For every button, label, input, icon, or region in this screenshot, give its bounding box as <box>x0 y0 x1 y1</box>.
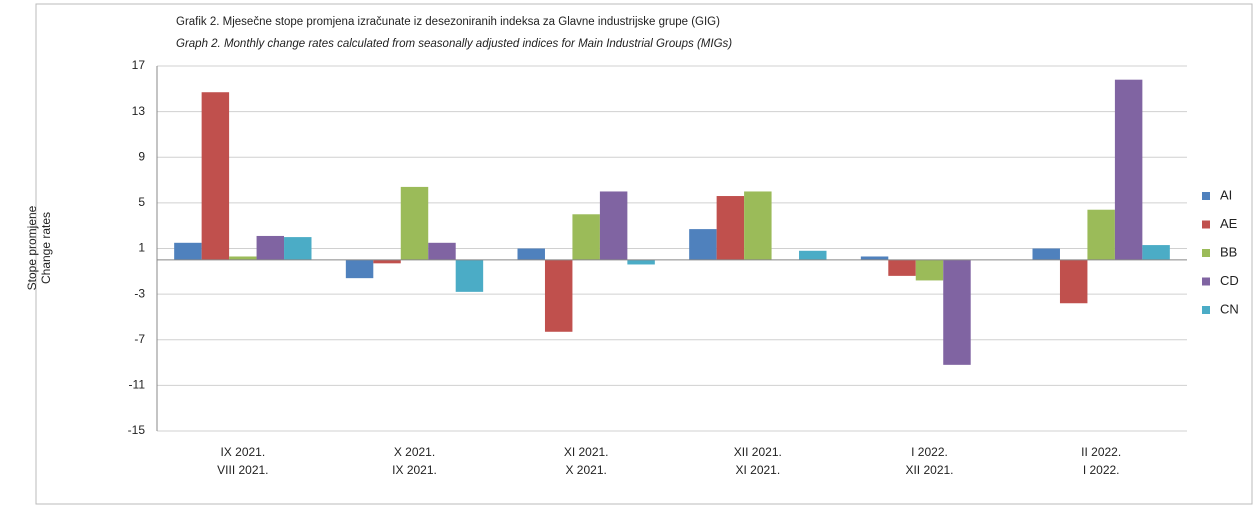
x-tick-label: IX 2021. <box>220 445 265 459</box>
legend-label: CD <box>1220 273 1239 288</box>
legend-swatch <box>1202 249 1210 257</box>
bar <box>455 259 484 292</box>
y-tick-label: 9 <box>138 149 145 163</box>
legend-label: CN <box>1220 301 1239 316</box>
y-label-line: Change rates <box>39 212 53 284</box>
bar <box>1059 259 1088 304</box>
bar <box>915 259 944 281</box>
y-tick-label: -3 <box>134 286 145 300</box>
bar <box>689 229 717 260</box>
chart-subtitle: Graph 2. Monthly change rates calculated… <box>176 38 732 50</box>
y-tick-label: 1 <box>138 241 145 255</box>
bar <box>599 191 628 260</box>
legend-label: BB <box>1220 244 1237 259</box>
bar <box>428 242 456 260</box>
bar <box>1142 245 1170 260</box>
bar <box>1087 209 1115 260</box>
bar <box>201 92 230 260</box>
bar <box>373 259 401 264</box>
y-tick-label: 13 <box>132 104 146 118</box>
legend-label: AI <box>1220 187 1232 202</box>
bar <box>174 242 202 260</box>
x-tick-label: I 2022. <box>1083 463 1120 477</box>
legend-label: AE <box>1220 216 1238 231</box>
legend-swatch <box>1202 306 1210 314</box>
bar <box>744 191 772 260</box>
x-tick-label: XII 2021. <box>905 463 953 477</box>
y-tick-label: 5 <box>138 195 145 209</box>
bar <box>627 259 655 265</box>
frame <box>35 3 1253 505</box>
bar <box>256 235 285 260</box>
x-tick-label: XII 2021. <box>734 445 782 459</box>
x-tick-label: XI 2021. <box>564 445 609 459</box>
x-tick-label: VIII 2021. <box>217 463 268 477</box>
bar <box>1032 248 1060 260</box>
chart-title: Grafik 2. Mjesečne stope promjena izraču… <box>176 16 720 28</box>
x-tick-label: I 2022. <box>911 445 948 459</box>
y-tick-label: -15 <box>128 423 146 437</box>
x-tick-label: X 2021. <box>565 463 606 477</box>
y-tick-label: -11 <box>129 378 146 392</box>
bar <box>860 256 889 260</box>
legend-swatch <box>1202 192 1210 200</box>
x-tick-label: X 2021. <box>394 445 435 459</box>
y-axis-label: Stope promjene Change rates <box>25 205 53 290</box>
bar <box>517 248 545 260</box>
y-tick-label: 17 <box>132 58 146 72</box>
bar <box>284 237 312 260</box>
y-label-line: Stope promjene <box>25 205 39 290</box>
bar <box>1114 79 1143 260</box>
bar <box>544 259 573 332</box>
legend-swatch <box>1202 220 1210 229</box>
x-tick-label: XI 2021. <box>735 463 780 477</box>
bar <box>572 214 600 260</box>
bar <box>345 259 374 279</box>
y-tick-label: -7 <box>134 332 145 346</box>
x-tick-label: II 2022. <box>1081 445 1121 459</box>
bar <box>888 259 916 276</box>
bar <box>716 196 745 260</box>
x-tick-label: IX 2021. <box>392 463 437 477</box>
bar <box>799 250 827 260</box>
legend-swatch <box>1202 277 1210 286</box>
bar <box>943 259 971 365</box>
bar <box>400 186 429 260</box>
bar <box>229 256 257 260</box>
